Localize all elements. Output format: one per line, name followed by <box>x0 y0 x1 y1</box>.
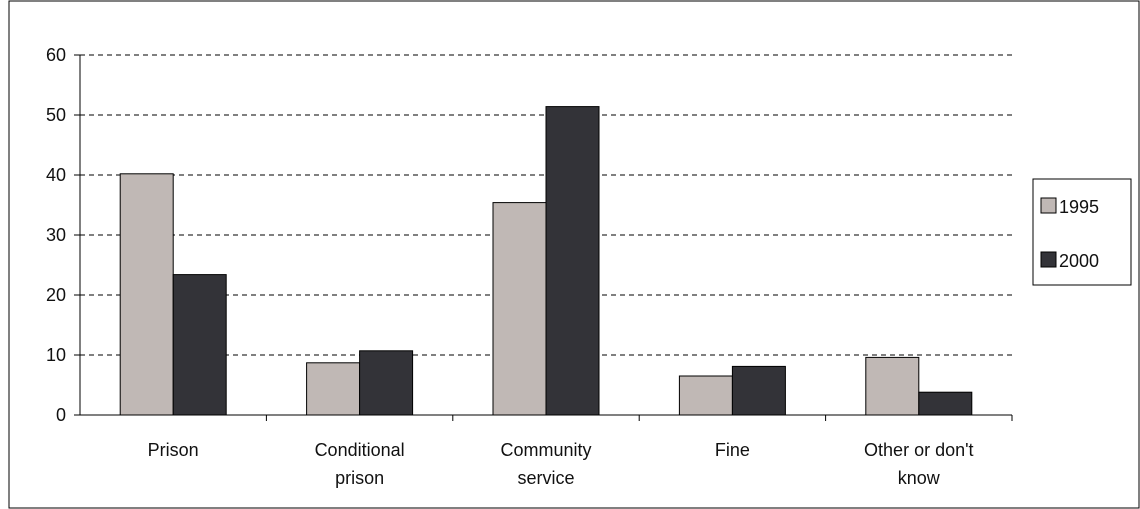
bar-1995 <box>865 356 920 416</box>
y-tick-label: 0 <box>56 405 66 425</box>
axes <box>74 54 1013 421</box>
category-label: Fine <box>715 440 750 460</box>
y-tick-labels: 0 10 20 30 40 50 60 <box>46 45 66 425</box>
category-label-line: know <box>898 468 941 488</box>
y-tick-label: 30 <box>46 225 66 245</box>
category-label-line: Community <box>500 440 591 460</box>
bar-2000 <box>545 106 600 416</box>
y-tick-label: 40 <box>46 165 66 185</box>
category-label-line: Other or don't <box>864 440 974 460</box>
bar-1995 <box>306 362 361 416</box>
category-label: Prison <box>148 440 199 460</box>
y-tick-label: 60 <box>46 45 66 65</box>
category-label-line: prison <box>335 468 384 488</box>
category-label-line: Conditional <box>315 440 405 460</box>
legend-swatch-1995 <box>1040 197 1057 214</box>
y-tick-label: 50 <box>46 105 66 125</box>
category-label-line: service <box>517 468 574 488</box>
bar-2000 <box>359 350 414 416</box>
y-tick-label: 20 <box>46 285 66 305</box>
bar-2000 <box>731 365 786 416</box>
bar-1995 <box>119 173 174 416</box>
category-label: Other or don't know <box>864 440 974 488</box>
legend: 1995 2000 <box>1032 178 1132 286</box>
legend-swatch-2000 <box>1040 251 1057 268</box>
category-label-line: Fine <box>715 440 750 460</box>
bar-2000 <box>918 391 973 416</box>
category-label: Conditional prison <box>315 440 405 488</box>
y-tick-label: 10 <box>46 345 66 365</box>
gridlines <box>80 54 1012 356</box>
category-label: Community service <box>500 440 591 488</box>
bar-2000 <box>172 274 227 416</box>
category-label-line: Prison <box>148 440 199 460</box>
legend-label: 1995 <box>1059 197 1099 217</box>
bar-1995 <box>678 375 733 416</box>
legend-label: 2000 <box>1059 251 1099 271</box>
category-labels: Prison Conditional prison Community service F… <box>148 440 974 488</box>
bar-1995 <box>492 202 547 416</box>
